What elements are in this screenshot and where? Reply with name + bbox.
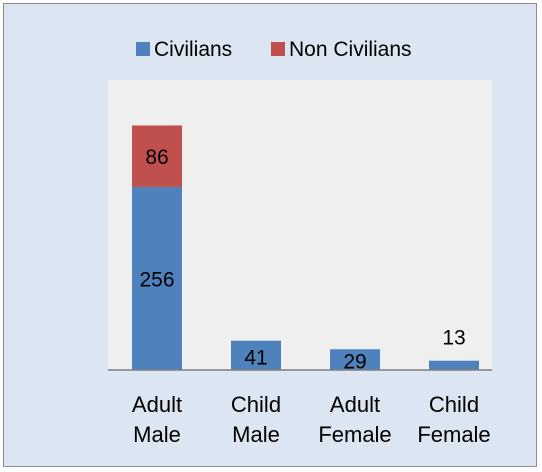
x-tick-label-child-male-line2: Male xyxy=(232,422,280,447)
x-tick-label-child-male-line1: Child xyxy=(231,392,281,417)
bar-adult-male-non-civilians xyxy=(132,125,182,187)
data-labels-group: 256 86 41 29 13 xyxy=(139,146,465,373)
legend: Civilians Non Civilians xyxy=(136,38,412,61)
data-label-child-female-civilians: 13 xyxy=(442,327,465,350)
bars-group xyxy=(132,125,479,370)
x-tick-label-child-female-line1: Child xyxy=(429,392,479,417)
x-tick-label-adult-female-line2: Female xyxy=(318,422,391,447)
legend-label-civilians: Civilians xyxy=(154,38,232,61)
data-label-adult-female-civilians: 29 xyxy=(343,351,366,374)
x-tick-labels-group: Adult Male Child Male Adult Female Child Female xyxy=(132,392,491,447)
legend-label-non-civilians: Non Civilians xyxy=(289,38,412,61)
x-tick-label-adult-female-line1: Adult xyxy=(330,392,380,417)
data-label-adult-male-non-civilians: 86 xyxy=(145,146,168,169)
bar-adult-male-civilians xyxy=(132,186,182,370)
x-tick-label-adult-male-line1: Adult xyxy=(132,392,182,417)
data-label-adult-male-civilians: 256 xyxy=(139,268,174,291)
x-tick-label-adult-male-line2: Male xyxy=(133,422,181,447)
bar-child-female-civilians xyxy=(429,360,479,370)
bar-adult-female-civilians xyxy=(330,349,380,370)
bar-child-male-civilians xyxy=(231,340,281,370)
legend-swatch-civilians xyxy=(136,42,150,56)
data-label-child-male-civilians: 41 xyxy=(244,346,267,369)
x-tick-label-child-female-line2: Female xyxy=(417,422,490,447)
legend-swatch-non-civilians xyxy=(271,42,285,56)
